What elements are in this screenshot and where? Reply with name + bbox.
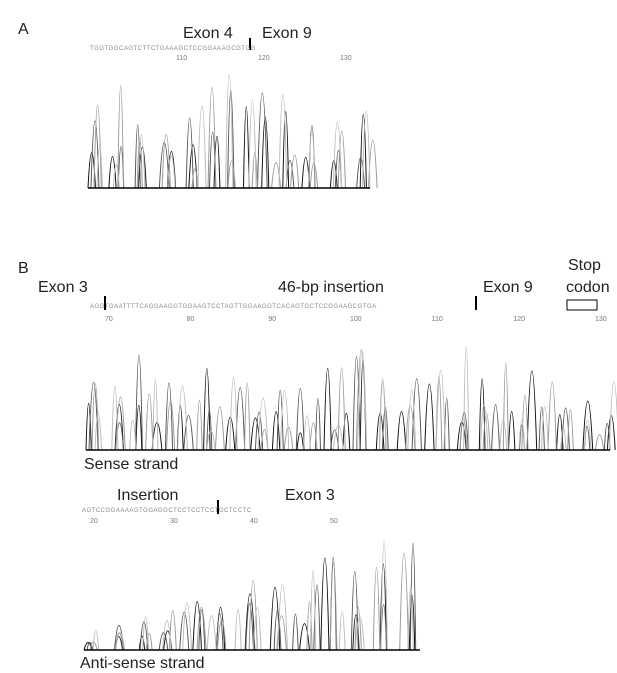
sequence: TGGTGGCAGTCTTCTGAAAGCTCCGGAAAGCGTGG — [90, 46, 256, 52]
trace — [84, 541, 413, 650]
strand-caption: Sense strand — [84, 456, 178, 473]
panel-label: A — [18, 21, 29, 38]
stop-label: Stop — [568, 257, 601, 274]
exon-label: Exon 3 — [285, 487, 335, 504]
ruler-label: 120 — [258, 55, 270, 62]
sequence: AGGTGAATTTTCAGGAAGGTGGAAGTCCTAGTTGGAAGGT… — [90, 304, 377, 310]
ruler-label: 20 — [90, 518, 98, 525]
ruler-label: 110 — [432, 316, 443, 323]
trace — [86, 355, 610, 450]
strand-caption: Anti-sense strand — [80, 655, 205, 672]
ruler-label: 130 — [340, 55, 352, 62]
figure: A Exon 4 Exon 9 TGGTGGCAGTCTTCTGAAAGCTCC… — [0, 0, 617, 673]
ruler-label: 110 — [176, 55, 187, 62]
sequence: AGTCCGGAAAAGTGGAGGCTCCTCCTCCTGCTCCTC — [82, 508, 252, 514]
trace — [86, 350, 604, 450]
ruler-label: 90 — [268, 316, 276, 323]
ruler-label: 80 — [187, 316, 195, 323]
chromatogram — [86, 346, 617, 450]
ruler-label: 70 — [105, 316, 113, 323]
exon-label: Exon 3 — [38, 279, 88, 296]
stop-label: codon — [566, 279, 610, 296]
ruler-label: 50 — [330, 518, 338, 525]
ruler-label: 40 — [250, 518, 258, 525]
chromatogram — [88, 74, 377, 188]
ruler-label: 130 — [595, 316, 607, 323]
ruler-label: 100 — [350, 316, 362, 323]
panel-label: B — [18, 260, 29, 277]
exon-label: Exon 4 — [183, 25, 233, 42]
insertion-label: 46-bp insertion — [278, 279, 384, 296]
stop-box — [567, 300, 597, 310]
ruler-label: 30 — [170, 518, 178, 525]
figure-svg: A Exon 4 Exon 9 TGGTGGCAGTCTTCTGAAAGCTCC… — [0, 0, 617, 673]
insertion-label: Insertion — [117, 487, 178, 504]
exon-label: Exon 9 — [483, 279, 533, 296]
exon-label: Exon 9 — [262, 25, 312, 42]
ruler-label: 120 — [513, 316, 525, 323]
chromatogram — [84, 541, 420, 650]
